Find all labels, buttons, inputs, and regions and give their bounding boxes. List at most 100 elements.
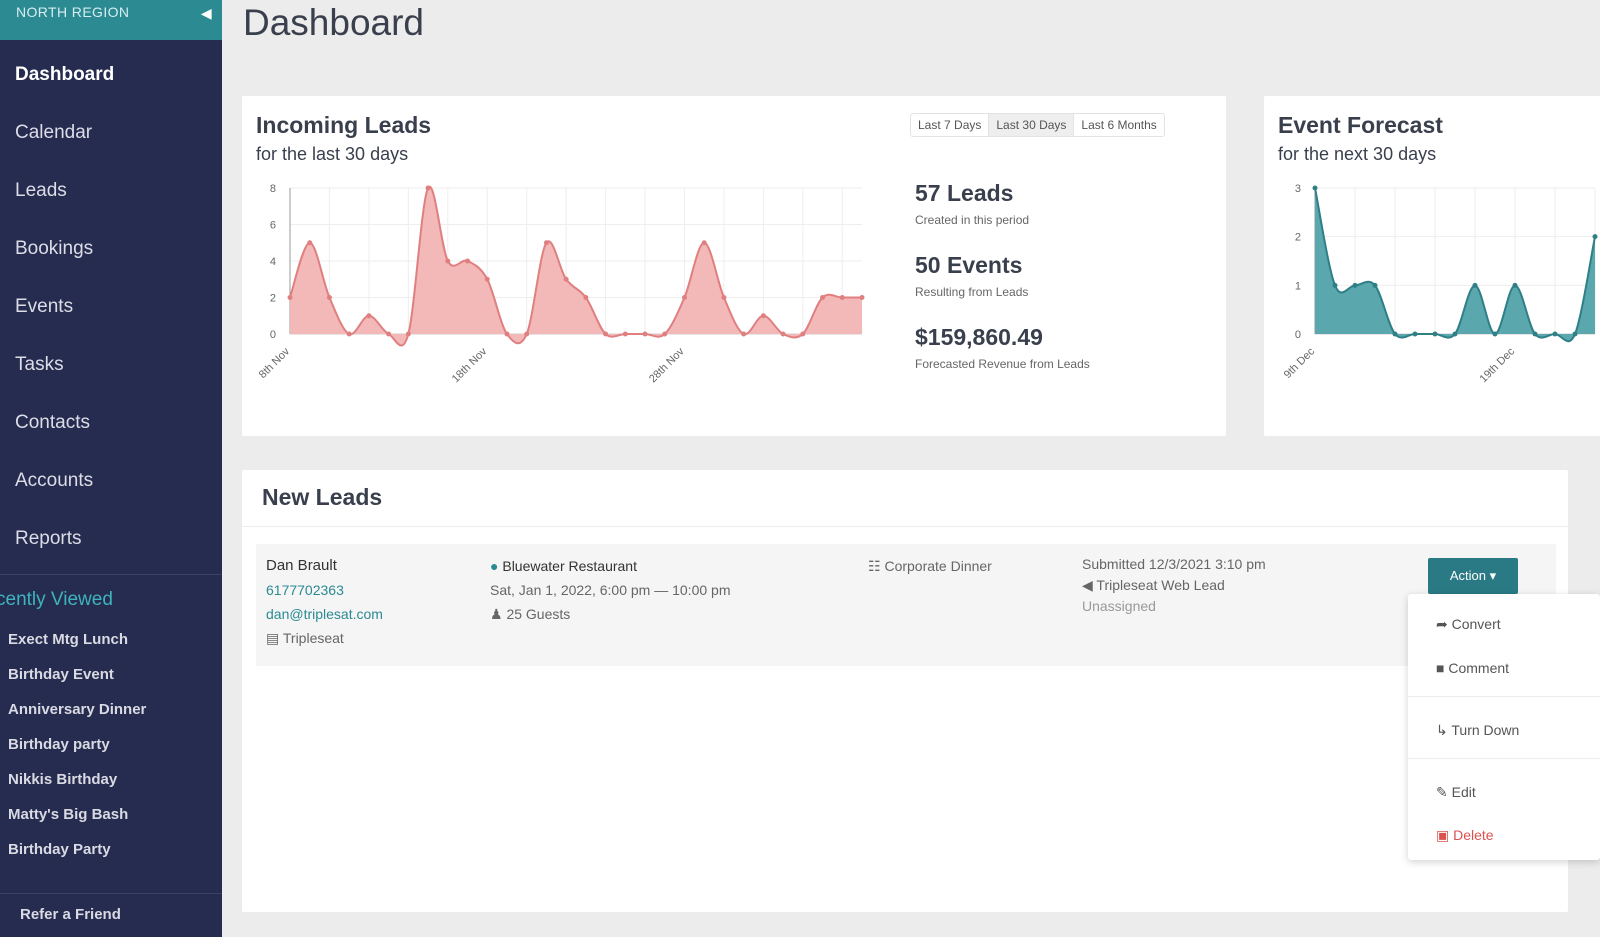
data-point xyxy=(1532,331,1538,337)
data-point xyxy=(1552,331,1558,337)
nav-item-events[interactable]: Events xyxy=(15,296,74,317)
lead-name[interactable]: Dan Brault xyxy=(266,557,337,574)
incoming-leads-card: 0 2 4 6 8 8th Nov 18th Nov 28th Nov Incoming Le… xyxy=(242,96,1226,436)
sidebar: NORTH REGION ◀ Dashboard Calendar Leads … xyxy=(0,0,222,937)
data-point xyxy=(287,295,293,300)
data-point xyxy=(386,331,392,337)
action-button[interactable]: Action ▾ xyxy=(1428,558,1518,594)
stat-events: 50 Events Resulting from Leads xyxy=(915,252,1090,324)
data-point xyxy=(1332,282,1338,288)
lead-venue-label: Bluewater Restaurant xyxy=(502,558,637,574)
menu-item-label: Convert xyxy=(1451,616,1501,632)
collapse-sidebar-icon[interactable]: ◀ xyxy=(200,5,212,21)
series-area xyxy=(1315,188,1595,342)
lead-row[interactable]: Dan Brault 6177702363 dan@triplesat.com … xyxy=(256,544,1556,666)
lead-type-col: ☷ Corporate Dinner xyxy=(868,554,992,578)
utensils-icon: ☷ xyxy=(868,558,881,574)
lead-owner: Unassigned xyxy=(1082,598,1156,614)
recent-item[interactable]: Anniversary Dinner xyxy=(8,701,147,718)
person-icon: ♟ xyxy=(490,606,503,622)
data-point xyxy=(662,331,668,337)
menu-divider xyxy=(1408,696,1600,697)
data-point xyxy=(1392,331,1398,337)
lead-phone-link[interactable]: 6177702363 xyxy=(266,582,344,598)
data-point xyxy=(465,258,471,264)
y-tick-label: 0 xyxy=(1295,329,1301,341)
y-tick-label: 6 xyxy=(270,220,276,232)
lead-submitted: Submitted 12/3/2021 3:10 pm xyxy=(1082,556,1266,572)
lead-source-label: Tripleseat Web Lead xyxy=(1096,577,1225,593)
data-point xyxy=(366,313,372,319)
divider xyxy=(242,526,1568,527)
data-point xyxy=(1572,331,1578,337)
data-point xyxy=(780,331,786,337)
lead-datetime: Sat, Jan 1, 2022, 6:00 pm — 10:00 pm xyxy=(490,582,731,598)
data-point xyxy=(1452,331,1458,337)
data-point xyxy=(307,240,313,246)
x-tick-label: 28th Nov xyxy=(647,345,687,385)
pencil-icon: ✎ xyxy=(1436,784,1448,800)
refer-a-friend-link[interactable]: Refer a Friend xyxy=(0,893,222,937)
data-point xyxy=(1412,331,1418,337)
menu-item-label: Delete xyxy=(1453,827,1494,843)
y-tick-label: 2 xyxy=(1295,232,1301,244)
recent-item[interactable]: Matty's Big Bash xyxy=(8,806,129,823)
recent-item[interactable]: Birthday party xyxy=(8,736,110,753)
nav-item-contacts[interactable]: Contacts xyxy=(15,412,90,433)
data-point xyxy=(1492,331,1498,337)
megaphone-icon: ◀ xyxy=(1082,577,1093,593)
region-selector[interactable]: NORTH REGION ◀ xyxy=(0,0,222,40)
page-title: Dashboard xyxy=(243,2,425,43)
nav-item-leads[interactable]: Leads xyxy=(15,180,67,201)
recent-item[interactable]: Nikkis Birthday xyxy=(8,771,118,788)
lead-meta-col: Submitted 12/3/2021 3:10 pm ◀ Tripleseat… xyxy=(1082,554,1266,617)
menu-divider xyxy=(1408,758,1600,759)
x-tick-label: 8th Nov xyxy=(257,345,293,381)
lead-contact-col: Dan Brault 6177702363 dan@triplesat.com … xyxy=(266,554,383,650)
menu-item-convert[interactable]: ➦ Convert xyxy=(1436,616,1501,633)
data-point xyxy=(563,276,569,282)
data-point xyxy=(1372,282,1378,288)
comment-icon: ■ xyxy=(1436,660,1445,676)
nav-item-reports[interactable]: Reports xyxy=(15,528,82,549)
data-point xyxy=(543,240,549,246)
y-tick-label: 2 xyxy=(270,293,276,305)
trash-icon: ▣ xyxy=(1436,827,1450,843)
recent-item[interactable]: Birthday Party xyxy=(8,841,111,858)
data-point xyxy=(681,295,687,300)
data-point xyxy=(859,295,865,300)
data-point xyxy=(721,295,727,300)
menu-item-edit[interactable]: ✎ Edit xyxy=(1436,784,1476,801)
lead-email-link[interactable]: dan@triplesat.com xyxy=(266,606,383,622)
tab-last-7-days[interactable]: Last 7 Days xyxy=(911,114,990,136)
menu-item-comment[interactable]: ■ Comment xyxy=(1436,660,1509,676)
nav-item-calendar[interactable]: Calendar xyxy=(15,122,93,143)
nav-item-tasks[interactable]: Tasks xyxy=(15,354,64,375)
lead-event-col: ● Bluewater Restaurant Sat, Jan 1, 2022,… xyxy=(490,554,730,626)
data-point xyxy=(583,295,589,300)
nav-item-dashboard[interactable]: Dashboard xyxy=(15,64,115,85)
stat-label: Created in this period xyxy=(915,213,1030,227)
main-nav: Dashboard Calendar Leads Bookings Events… xyxy=(0,40,222,572)
stat-value: 57 Leads xyxy=(915,180,1014,206)
recently-viewed-heading: cently Viewed xyxy=(0,589,113,610)
menu-item-delete[interactable]: ▣ Delete xyxy=(1436,827,1494,844)
menu-item-turn-down[interactable]: ↳ Turn Down xyxy=(1436,722,1519,739)
lead-event-type: ☷ Corporate Dinner xyxy=(868,554,992,578)
recent-item[interactable]: Exect Mtg Lunch xyxy=(8,631,129,648)
lead-company: ▤ Tripleseat xyxy=(266,626,383,650)
lead-guests-label: 25 Guests xyxy=(506,606,571,622)
nav-item-accounts[interactable]: Accounts xyxy=(15,470,94,491)
tab-last-6-months[interactable]: Last 6 Months xyxy=(1081,118,1157,132)
nav-item-bookings[interactable]: Bookings xyxy=(15,238,94,259)
data-point xyxy=(760,313,766,319)
recent-item[interactable]: Birthday Event xyxy=(8,666,114,683)
menu-item-label: Edit xyxy=(1451,784,1476,800)
data-point xyxy=(820,295,826,300)
turn-down-icon: ↳ xyxy=(1436,722,1448,738)
x-tick-label: 9th Dec xyxy=(1282,345,1318,381)
stat-value: $159,860.49 xyxy=(915,324,1043,350)
stat-revenue: $159,860.49 Forecasted Revenue from Lead… xyxy=(915,324,1090,396)
tab-last-30-days[interactable]: Last 30 Days xyxy=(989,114,1075,136)
lead-stats: 57 Leads Created in this period 50 Event… xyxy=(915,180,1090,396)
